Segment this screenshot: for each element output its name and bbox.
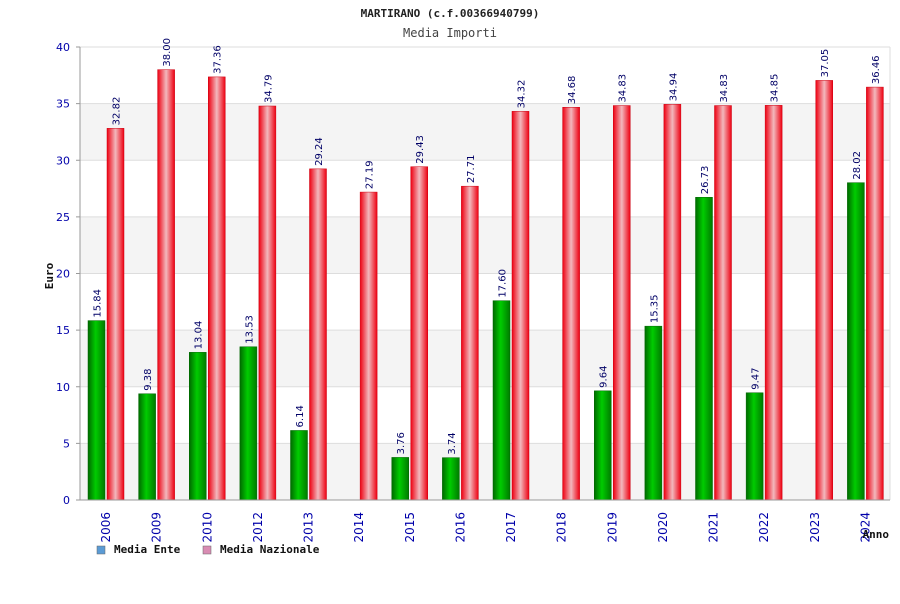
data-label-media-nazionale: 34.94 — [668, 73, 679, 102]
x-tick-label: 2019 — [605, 512, 619, 543]
legend-label-media-ente: Media Ente — [114, 543, 181, 556]
chart-title: MARTIRANO (c.f.00366940799) — [361, 7, 540, 20]
bars — [87, 69, 884, 501]
y-tick-label: 30 — [56, 154, 70, 167]
x-axis-label: Anno — [863, 528, 890, 541]
legend: Media Ente Media Nazionale — [96, 543, 320, 556]
bar-media-nazionale — [764, 105, 783, 501]
data-labels: 15.84 32.82 9.38 38.00 13.04 37.36 13.53 34.79 6… — [93, 38, 882, 455]
data-label-media-nazionale: 29.24 — [314, 137, 325, 166]
data-label-media-ente: 13.53 — [244, 315, 255, 344]
x-tick-label: 2020 — [656, 512, 670, 543]
chart-subtitle: Media Importi — [403, 26, 497, 40]
data-label-media-ente: 15.84 — [93, 289, 104, 318]
y-tick-label: 15 — [56, 324, 70, 337]
y-tick-label: 25 — [56, 211, 70, 224]
data-label-media-nazionale: 36.46 — [871, 55, 882, 84]
data-label-media-nazionale: 27.71 — [466, 155, 477, 184]
bar-media-ente — [644, 325, 663, 501]
data-label-media-nazionale: 37.05 — [820, 49, 831, 78]
data-label-media-nazionale: 34.68 — [567, 76, 578, 105]
bar-media-ente — [745, 392, 764, 501]
bar-media-nazionale — [511, 111, 530, 501]
bar-media-nazionale — [106, 128, 125, 501]
bar-media-ente — [594, 390, 612, 501]
bar-media-nazionale — [714, 105, 732, 501]
y-tick-label: 35 — [56, 98, 70, 111]
x-tick-label: 2014 — [352, 512, 366, 543]
data-label-media-nazionale: 34.79 — [263, 74, 274, 103]
bar-media-nazionale — [258, 105, 277, 501]
bar-media-nazionale — [663, 104, 682, 501]
bar-media-nazionale — [208, 76, 226, 501]
data-label-media-nazionale: 34.83 — [719, 74, 730, 103]
bar-media-ente — [847, 182, 865, 501]
x-tick-label: 2009 — [150, 512, 164, 543]
data-label-media-ente: 3.74 — [447, 432, 458, 454]
x-tick-label: 2015 — [403, 512, 417, 543]
data-label-media-ente: 6.14 — [295, 405, 306, 427]
bar-media-ente — [492, 300, 511, 501]
x-tick-label: 2022 — [757, 512, 771, 543]
bar-media-ente — [189, 352, 207, 501]
x-tick-label: 2010 — [200, 512, 214, 543]
x-tick-label: 2017 — [504, 512, 518, 543]
data-label-media-nazionale: 29.43 — [415, 135, 426, 164]
y-tick-label: 10 — [56, 381, 70, 394]
data-label-media-ente: 28.02 — [852, 151, 863, 180]
data-label-media-ente: 15.35 — [649, 295, 660, 324]
data-label-media-ente: 9.47 — [751, 367, 762, 389]
data-label-media-ente: 3.76 — [396, 432, 407, 454]
bar-media-ente — [239, 346, 258, 501]
bar-media-nazionale — [410, 166, 428, 501]
bar-media-ente — [442, 457, 460, 501]
legend-swatch-media-nazionale — [202, 545, 212, 555]
data-label-media-nazionale: 32.82 — [112, 97, 123, 126]
data-label-media-ente: 26.73 — [700, 166, 711, 195]
x-tick-label: 2018 — [555, 512, 569, 543]
legend-label-media-nazionale: Media Nazionale — [220, 543, 320, 556]
x-tick-label: 2024 — [858, 512, 872, 543]
data-label-media-ente: 9.38 — [143, 369, 154, 391]
bar-media-ente — [87, 320, 106, 501]
data-label-media-nazionale: 37.36 — [213, 45, 224, 74]
y-tick-label: 40 — [56, 41, 70, 54]
bar-media-ente — [391, 457, 409, 501]
y-tick-label: 0 — [63, 494, 70, 507]
bar-media-ente — [138, 393, 156, 501]
bar-media-ente — [695, 197, 713, 501]
plot-band — [80, 47, 890, 104]
x-tick-label: 2013 — [302, 512, 316, 543]
x-tick-label: 2006 — [99, 512, 113, 543]
legend-swatch-media-ente — [96, 545, 106, 555]
bar-media-nazionale — [815, 80, 833, 501]
data-label-media-ente: 17.60 — [498, 269, 509, 298]
bar-media-nazionale — [157, 69, 175, 501]
bar-media-nazionale — [461, 185, 479, 501]
x-tick-label: 2023 — [808, 512, 822, 543]
bar-media-nazionale — [562, 106, 580, 501]
data-label-media-nazionale: 34.32 — [517, 80, 528, 109]
y-axis-label: Euro — [43, 262, 56, 289]
x-tick-label: 2016 — [453, 512, 467, 543]
data-label-media-nazionale: 27.19 — [365, 160, 376, 189]
bar-media-nazionale — [866, 86, 884, 501]
data-label-media-nazionale: 38.00 — [162, 38, 173, 67]
data-label-media-nazionale: 34.85 — [770, 74, 781, 103]
data-label-media-ente: 13.04 — [194, 321, 205, 350]
y-tick-label: 5 — [63, 437, 70, 450]
bar-media-nazionale — [613, 105, 631, 501]
data-label-media-nazionale: 34.83 — [618, 74, 629, 103]
x-tick-label: 2012 — [251, 512, 265, 543]
bar-media-nazionale — [309, 168, 327, 501]
x-tick-label: 2021 — [707, 512, 721, 543]
bar-media-ente — [290, 430, 308, 501]
data-label-media-ente: 9.64 — [599, 366, 610, 388]
bar-media-nazionale — [359, 191, 378, 501]
x-axis-ticks: 2006 2009 2010 2012 2013 2014 2015 2016 2017 2018… — [99, 512, 872, 543]
y-tick-label: 20 — [56, 268, 70, 281]
y-axis-ticks: 0 5 10 15 20 25 30 35 40 — [56, 41, 80, 507]
